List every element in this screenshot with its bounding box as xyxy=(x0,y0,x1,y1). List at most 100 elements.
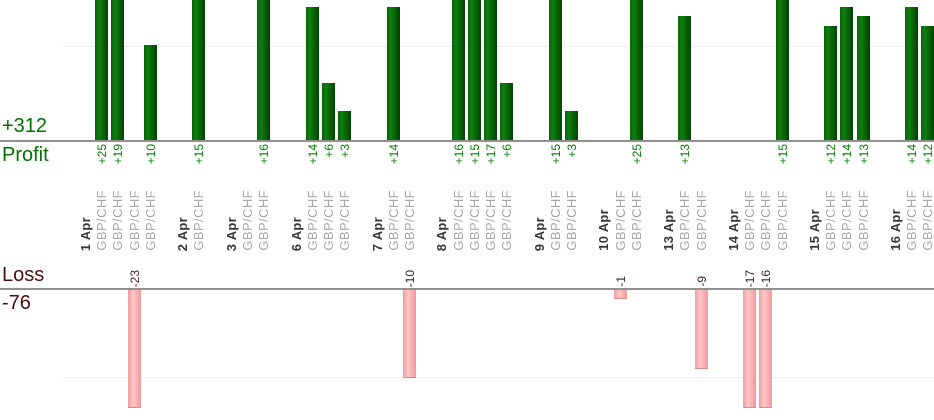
profit-bar xyxy=(192,0,205,140)
profit-bar xyxy=(322,83,335,140)
profit-bar xyxy=(306,7,319,140)
x-axis-symbol-label: GBP/CHF xyxy=(758,190,773,251)
profit-value-label: +12 xyxy=(921,144,934,165)
x-axis-symbol-label: GBP/CHF xyxy=(143,190,158,251)
loss-value-label: -10 xyxy=(403,269,417,287)
profit-bar xyxy=(500,83,513,140)
x-axis-symbol-label: GBP/CHF xyxy=(548,190,563,251)
profit-value-label: +25 xyxy=(630,144,644,165)
profit-value-label: +6 xyxy=(322,144,336,158)
profit-bar xyxy=(678,16,691,140)
x-axis-symbol-label: GBP/CHF xyxy=(775,190,790,251)
x-axis-symbol-label: GBP/CHF xyxy=(823,190,838,251)
profit-value-label: +12 xyxy=(824,144,838,165)
x-axis-date-label: 13 Apr xyxy=(661,209,676,251)
x-axis-date-label: 10 Apr xyxy=(596,209,611,251)
profit-value-label: +13 xyxy=(857,144,871,165)
profit-value-label: +19 xyxy=(111,144,125,165)
loss-axis-label: Loss xyxy=(2,264,45,286)
x-axis-symbol-label: GBP/CHF xyxy=(564,190,579,251)
profit-bar xyxy=(111,0,124,140)
loss-bar xyxy=(403,290,416,378)
loss-value-label: -17 xyxy=(743,269,757,287)
x-axis-date-label: 14 Apr xyxy=(726,209,741,251)
x-axis-symbol-label: GBP/CHF xyxy=(305,190,320,251)
loss-bar xyxy=(759,290,772,408)
x-axis-date-label: 15 Apr xyxy=(807,209,822,251)
profit-value-label: +6 xyxy=(500,144,514,158)
profit-bar xyxy=(905,7,918,140)
x-axis-date-label: 8 Apr xyxy=(434,216,449,251)
profit-bar xyxy=(549,0,562,140)
profit-bar xyxy=(776,0,789,140)
x-axis-symbol-label: GBP/CHF xyxy=(920,190,934,251)
x-axis-symbol-label: GBP/CHF xyxy=(483,190,498,251)
x-axis-symbol-label: GBP/CHF xyxy=(402,190,417,251)
profit-bar xyxy=(257,0,270,140)
profit-value-label: +15 xyxy=(468,144,482,165)
profit-value-label: +16 xyxy=(257,144,271,165)
profit-value-label: +14 xyxy=(387,144,401,165)
x-axis-symbol-label: GBP/CHF xyxy=(613,190,628,251)
profit-total: +312 xyxy=(2,115,48,137)
x-axis-symbol-label: GBP/CHF xyxy=(321,190,336,251)
loss-axis-line xyxy=(0,288,934,290)
x-axis-symbol-label: GBP/CHF xyxy=(742,190,757,251)
profit-value-label: +16 xyxy=(452,144,466,165)
profit-bar xyxy=(840,7,853,140)
loss-bar xyxy=(128,290,141,408)
profit-bar xyxy=(484,0,497,140)
x-axis-symbol-label: GBP/CHF xyxy=(191,190,206,251)
x-axis-date-label: 6 Apr xyxy=(289,216,304,251)
x-axis-symbol-label: GBP/CHF xyxy=(629,190,644,251)
profit-bar xyxy=(468,0,481,140)
x-axis-symbol-label: GBP/CHF xyxy=(240,190,255,251)
x-axis-symbol-label: GBP/CHF xyxy=(856,190,871,251)
profit-axis-line xyxy=(0,140,934,142)
loss-bar xyxy=(695,290,708,369)
profit-value-label: +14 xyxy=(905,144,919,165)
loss-bar xyxy=(743,290,756,408)
profit-bar xyxy=(630,0,643,140)
profit-value-label: +15 xyxy=(192,144,206,165)
profit-bar xyxy=(921,26,934,140)
x-axis-symbol-label: GBP/CHF xyxy=(467,190,482,251)
loss-gridline-minus10 xyxy=(63,377,934,378)
profit-value-label: +3 xyxy=(565,144,579,158)
profit-value-label: +13 xyxy=(678,144,692,165)
profit-bar xyxy=(387,7,400,140)
profit-value-label: +10 xyxy=(144,144,158,165)
loss-bar xyxy=(614,290,627,299)
profit-value-label: +15 xyxy=(549,144,563,165)
profit-gridline-plus10 xyxy=(63,46,934,47)
loss-total: -76 xyxy=(2,292,31,314)
x-axis-symbol-label: GBP/CHF xyxy=(94,190,109,251)
loss-value-label: -9 xyxy=(695,276,709,287)
profit-value-label: +14 xyxy=(306,144,320,165)
profit-value-label: +14 xyxy=(840,144,854,165)
x-axis-date-label: 7 Apr xyxy=(370,216,385,251)
x-axis-date-label: 2 Apr xyxy=(175,216,190,251)
profit-value-label: +25 xyxy=(95,144,109,165)
profit-bar xyxy=(565,111,578,140)
profit-bar xyxy=(452,0,465,140)
x-axis-date-label: 9 Apr xyxy=(532,216,547,251)
profit-value-label: +15 xyxy=(776,144,790,165)
loss-value-label: -23 xyxy=(128,269,142,287)
x-axis-date-label: 3 Apr xyxy=(224,216,239,251)
x-axis-symbol-label: GBP/CHF xyxy=(337,190,352,251)
profit-value-label: +17 xyxy=(484,144,498,165)
x-axis-symbol-label: GBP/CHF xyxy=(256,190,271,251)
x-axis-symbol-label: GBP/CHF xyxy=(110,190,125,251)
x-axis-date-label: 1 Apr xyxy=(78,216,93,251)
loss-value-label: -1 xyxy=(614,276,628,287)
profit-bar xyxy=(824,26,837,140)
x-axis-symbol-label: GBP/CHF xyxy=(451,190,466,251)
x-axis-symbol-label: GBP/CHF xyxy=(127,190,142,251)
profit-bar xyxy=(338,111,351,140)
x-axis-symbol-label: GBP/CHF xyxy=(839,190,854,251)
profit-bar xyxy=(144,45,157,140)
loss-value-label: -16 xyxy=(759,269,773,287)
profit-value-label: +3 xyxy=(338,144,352,158)
